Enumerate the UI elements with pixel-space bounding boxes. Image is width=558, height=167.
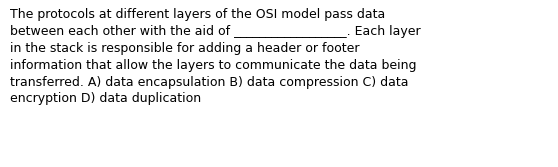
Text: The protocols at different layers of the OSI model pass data
between each other : The protocols at different layers of the… [10, 8, 421, 105]
